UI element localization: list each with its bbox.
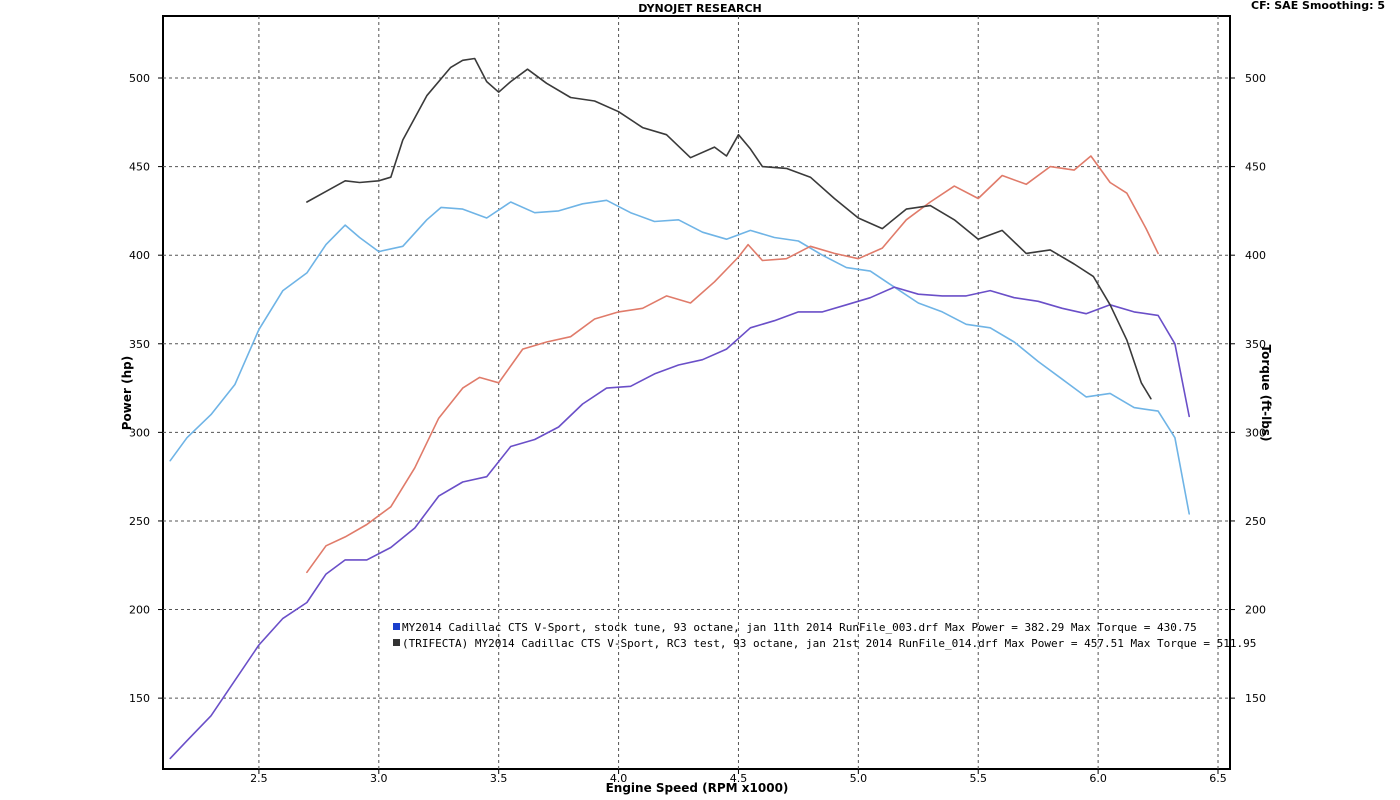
y-tick-label: 200 (129, 604, 150, 617)
y-tick-label: 150 (129, 692, 150, 705)
y2-tick-label: 250 (1245, 515, 1266, 528)
legend-entry-trifecta: (TRIFECTA) MY2014 Cadillac CTS V-Sport, … (402, 637, 1256, 650)
x-axis-ticks: 2.5 3.0 3.5 4.0 4.5 5.0 5.5 6.0 6.5 (250, 772, 1227, 785)
correction-settings: CF: SAE Smoothing: 5 (1251, 0, 1385, 12)
y2-tick-label: 300 (1245, 426, 1266, 439)
series-line-0 (169, 199, 1190, 515)
x-tick-label: 2.5 (250, 772, 268, 785)
series-line-2 (169, 286, 1190, 760)
legend-entry-stock: MY2014 Cadillac CTS V-Sport, stock tune,… (402, 621, 1197, 634)
legend-swatch-stock (393, 623, 400, 630)
x-tick-label: 5.5 (969, 772, 987, 785)
x-tick-label: 3.0 (370, 772, 388, 785)
x-tick-label: 6.5 (1209, 772, 1227, 785)
y2-tick-label: 350 (1245, 338, 1266, 351)
x-tick-label: 6.0 (1089, 772, 1107, 785)
y2-tick-label: 400 (1245, 249, 1266, 262)
plot-frame (162, 15, 1231, 770)
y-axis-label: Power (hp) (120, 356, 134, 430)
grid (158, 16, 1235, 774)
y-tick-label: 450 (129, 161, 150, 174)
y-axis-ticks: 150 200 250 300 350 400 450 500 (129, 72, 150, 705)
legend-swatch-trifecta (393, 639, 400, 646)
legend: MY2014 Cadillac CTS V-Sport, stock tune,… (393, 621, 1256, 650)
x-axis-label: Engine Speed (RPM x1000) (606, 781, 789, 795)
y-tick-label: 350 (129, 338, 150, 351)
series-group (169, 57, 1190, 760)
chart-title: DYNOJET RESEARCH (638, 2, 761, 15)
y-tick-label: 400 (129, 249, 150, 262)
y2-tick-label: 150 (1245, 692, 1266, 705)
x-tick-label: 3.5 (490, 772, 508, 785)
x-tick-label: 4.5 (730, 772, 748, 785)
y-tick-label: 500 (129, 72, 150, 85)
y2-tick-label: 200 (1245, 604, 1266, 617)
y2-tick-label: 450 (1245, 161, 1266, 174)
y2-axis-ticks: 150 200 250 300 350 400 450 500 (1245, 72, 1266, 705)
series-line-1 (306, 155, 1159, 574)
y2-axis-label: Torque (ft-lbs) (1259, 345, 1273, 442)
x-tick-label: 5.0 (850, 772, 868, 785)
y2-tick-label: 500 (1245, 72, 1266, 85)
y-tick-label: 300 (129, 426, 150, 439)
series-line-3 (306, 57, 1152, 400)
y-tick-label: 250 (129, 515, 150, 528)
x-tick-label: 4.0 (610, 772, 628, 785)
